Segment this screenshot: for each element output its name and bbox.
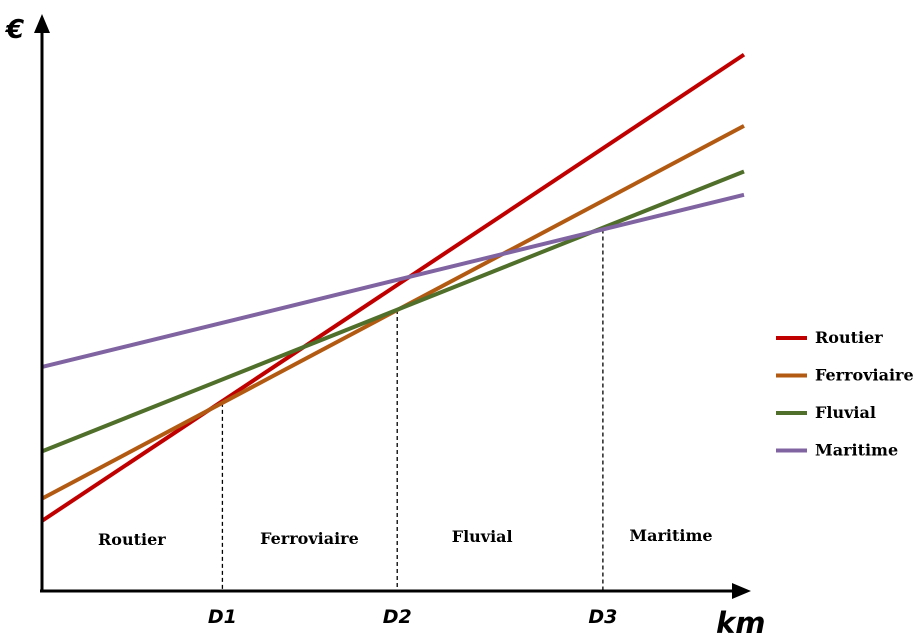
region-label-maritime: Maritime	[629, 526, 712, 545]
plot-area: Routier Ferroviaire Fluvial Maritime D1 D2 D3	[40, 52, 746, 628]
series-line-maritime	[41, 192, 745, 369]
x-axis-arrowhead	[732, 583, 751, 599]
region-label-routier: Routier	[98, 530, 166, 549]
x-axis-title: km	[716, 606, 766, 637]
legend-label-maritime: Maritime	[815, 441, 898, 460]
y-axis-arrowhead	[34, 14, 50, 33]
region-label-ferroviaire: Ferroviaire	[260, 529, 359, 548]
x-tick-label-d1: D1	[208, 606, 237, 628]
legend-label-ferroviaire: Ferroviaire	[815, 366, 914, 385]
series-line-routier	[40, 52, 746, 523]
legend: Routier Ferroviaire Fluvial Maritime	[776, 328, 914, 460]
y-axis-title: €	[4, 15, 24, 45]
x-tick-label-d3: D3	[588, 606, 617, 628]
x-tick-label-d2: D2	[383, 606, 412, 628]
legend-label-fluvial: Fluvial	[815, 403, 876, 422]
series-line-fluvial	[41, 169, 745, 454]
legend-label-routier: Routier	[815, 328, 883, 347]
region-label-fluvial: Fluvial	[452, 527, 513, 546]
